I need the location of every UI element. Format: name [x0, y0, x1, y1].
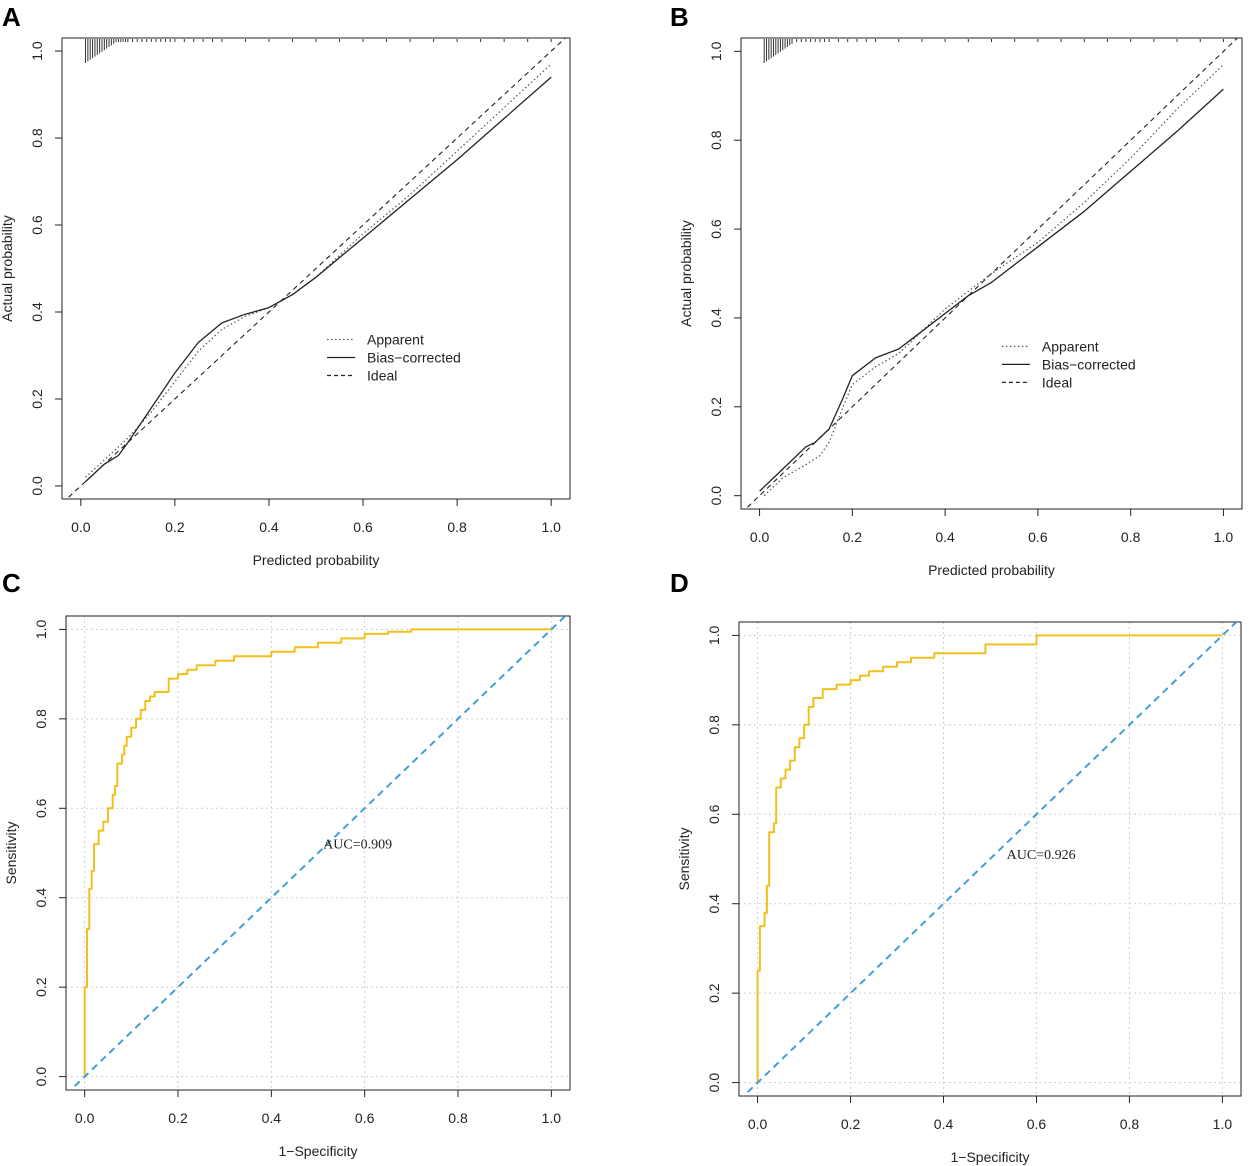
series-roc — [83, 628, 552, 1077]
y-tick-label: 0.4 — [706, 894, 722, 914]
series-chance — [742, 622, 1238, 1096]
panel-letter: B — [670, 2, 689, 32]
x-axis-title: 1−Specificity — [951, 1149, 1030, 1165]
panel-b: B 0.0 0.2 0.4 0.6 0.8 1.0 0.0 0.2 0.4 0.6 0.8 1.0 Pre… — [670, 2, 1243, 578]
y-tick-label: 0.0 — [708, 486, 724, 506]
y-tick-label: 1.0 — [708, 41, 724, 61]
y-tick-label: 0.8 — [708, 130, 724, 150]
y-tick-label: 0.0 — [706, 1073, 722, 1093]
y-tick-label: 0.8 — [29, 128, 45, 148]
plot-frame — [65, 615, 571, 1091]
x-tick-label: 0.6 — [1027, 1116, 1047, 1132]
plot-frame — [738, 621, 1242, 1097]
x-tick-label: 0.6 — [1028, 529, 1048, 545]
y-tick-label: 0.6 — [29, 215, 45, 235]
x-tick-label: 0.0 — [748, 1116, 768, 1132]
x-tick-label: 1.0 — [1214, 529, 1234, 545]
x-tick-label: 1.0 — [541, 519, 561, 535]
plot-frame — [740, 37, 1243, 510]
x-tick-label: 0.0 — [75, 1110, 95, 1126]
auc-label: AUC=0.926 — [1007, 848, 1076, 863]
x-tick-label: 0.4 — [934, 1116, 954, 1132]
x-tick-label: 0.0 — [750, 529, 770, 545]
y-tick-label: 0.2 — [29, 389, 45, 409]
x-tick-label: 0.4 — [262, 1110, 282, 1126]
series-ideal — [744, 38, 1239, 509]
series-chance — [69, 616, 567, 1090]
x-tick-label: 0.8 — [448, 1110, 468, 1126]
panel-a: A 0.0 0.2 0.4 0.6 0.8 1.0 0.0 0.2 0.4 0.6 0.8 1.0 Pre… — [0, 2, 571, 568]
x-tick-label: 1.0 — [1213, 1116, 1233, 1132]
x-axis-title: Predicted probability — [928, 562, 1055, 578]
panel-letter: A — [2, 2, 21, 32]
y-tick-label: 0.2 — [33, 977, 49, 997]
y-tick-label: 0.6 — [706, 804, 722, 824]
x-axis-title: Predicted probability — [253, 552, 380, 568]
x-tick-label: 0.2 — [843, 529, 863, 545]
series-bias-corrected — [759, 88, 1224, 492]
y-tick-label: 1.0 — [33, 619, 49, 639]
series-bias-corrected — [85, 76, 552, 483]
series-apparent — [763, 64, 1224, 497]
series-apparent — [85, 63, 552, 478]
y-tick-label: 0.8 — [706, 715, 722, 735]
panel-c: C 0.0 0.2 0.4 0.6 0.8 1.0 0.0 0.2 0.4 0.6 0.8 1.0 1−S… — [2, 568, 571, 1159]
y-tick-label: 0.4 — [29, 302, 45, 322]
x-tick-label: 0.2 — [168, 1110, 188, 1126]
legend-label: Ideal — [1042, 374, 1072, 390]
x-tick-label: 0.2 — [165, 519, 185, 535]
y-tick-label: 0.4 — [708, 308, 724, 328]
series-ideal — [65, 38, 567, 499]
y-tick-label: 0.2 — [708, 397, 724, 417]
y-tick-label: 1.0 — [706, 625, 722, 645]
y-tick-label: 0.4 — [33, 888, 49, 908]
legend-label: Bias−corrected — [367, 349, 461, 365]
auc-label: AUC=0.909 — [323, 838, 392, 853]
y-axis-title: Sensitivity — [676, 827, 692, 890]
y-axis-title: Actual probability — [0, 215, 15, 322]
legend-label: Bias−corrected — [1042, 356, 1136, 372]
x-tick-label: 0.4 — [935, 529, 955, 545]
x-tick-label: 0.6 — [353, 519, 373, 535]
legend-label: Apparent — [367, 331, 424, 347]
x-axis-title: 1−Specificity — [279, 1143, 358, 1159]
series-roc — [756, 634, 1223, 1083]
x-tick-label: 0.0 — [71, 519, 91, 535]
panel-letter: C — [2, 568, 21, 598]
y-tick-label: 0.8 — [33, 709, 49, 729]
x-tick-label: 1.0 — [542, 1110, 562, 1126]
y-tick-label: 0.0 — [33, 1067, 49, 1087]
x-tick-label: 0.8 — [447, 519, 467, 535]
x-tick-label: 0.6 — [355, 1110, 375, 1126]
legend-label: Ideal — [367, 367, 397, 383]
panel-letter: D — [670, 568, 689, 598]
x-tick-label: 0.8 — [1120, 1116, 1140, 1132]
y-axis-title: Sensitivity — [3, 821, 19, 884]
y-tick-label: 0.6 — [33, 798, 49, 818]
y-tick-label: 1.0 — [29, 41, 45, 61]
panel-d: D 0.0 0.2 0.4 0.6 0.8 1.0 0.0 0.2 0.4 0.6 0.8 1.0 1−S… — [670, 568, 1242, 1165]
y-tick-label: 0.2 — [706, 983, 722, 1003]
plot-frame — [61, 37, 571, 500]
y-tick-label: 0.0 — [29, 476, 45, 496]
x-tick-label: 0.8 — [1121, 529, 1141, 545]
x-tick-label: 0.2 — [841, 1116, 861, 1132]
y-tick-label: 0.6 — [708, 219, 724, 239]
y-axis-title: Actual probability — [678, 220, 694, 327]
x-tick-label: 0.4 — [259, 519, 279, 535]
legend-label: Apparent — [1042, 338, 1099, 354]
